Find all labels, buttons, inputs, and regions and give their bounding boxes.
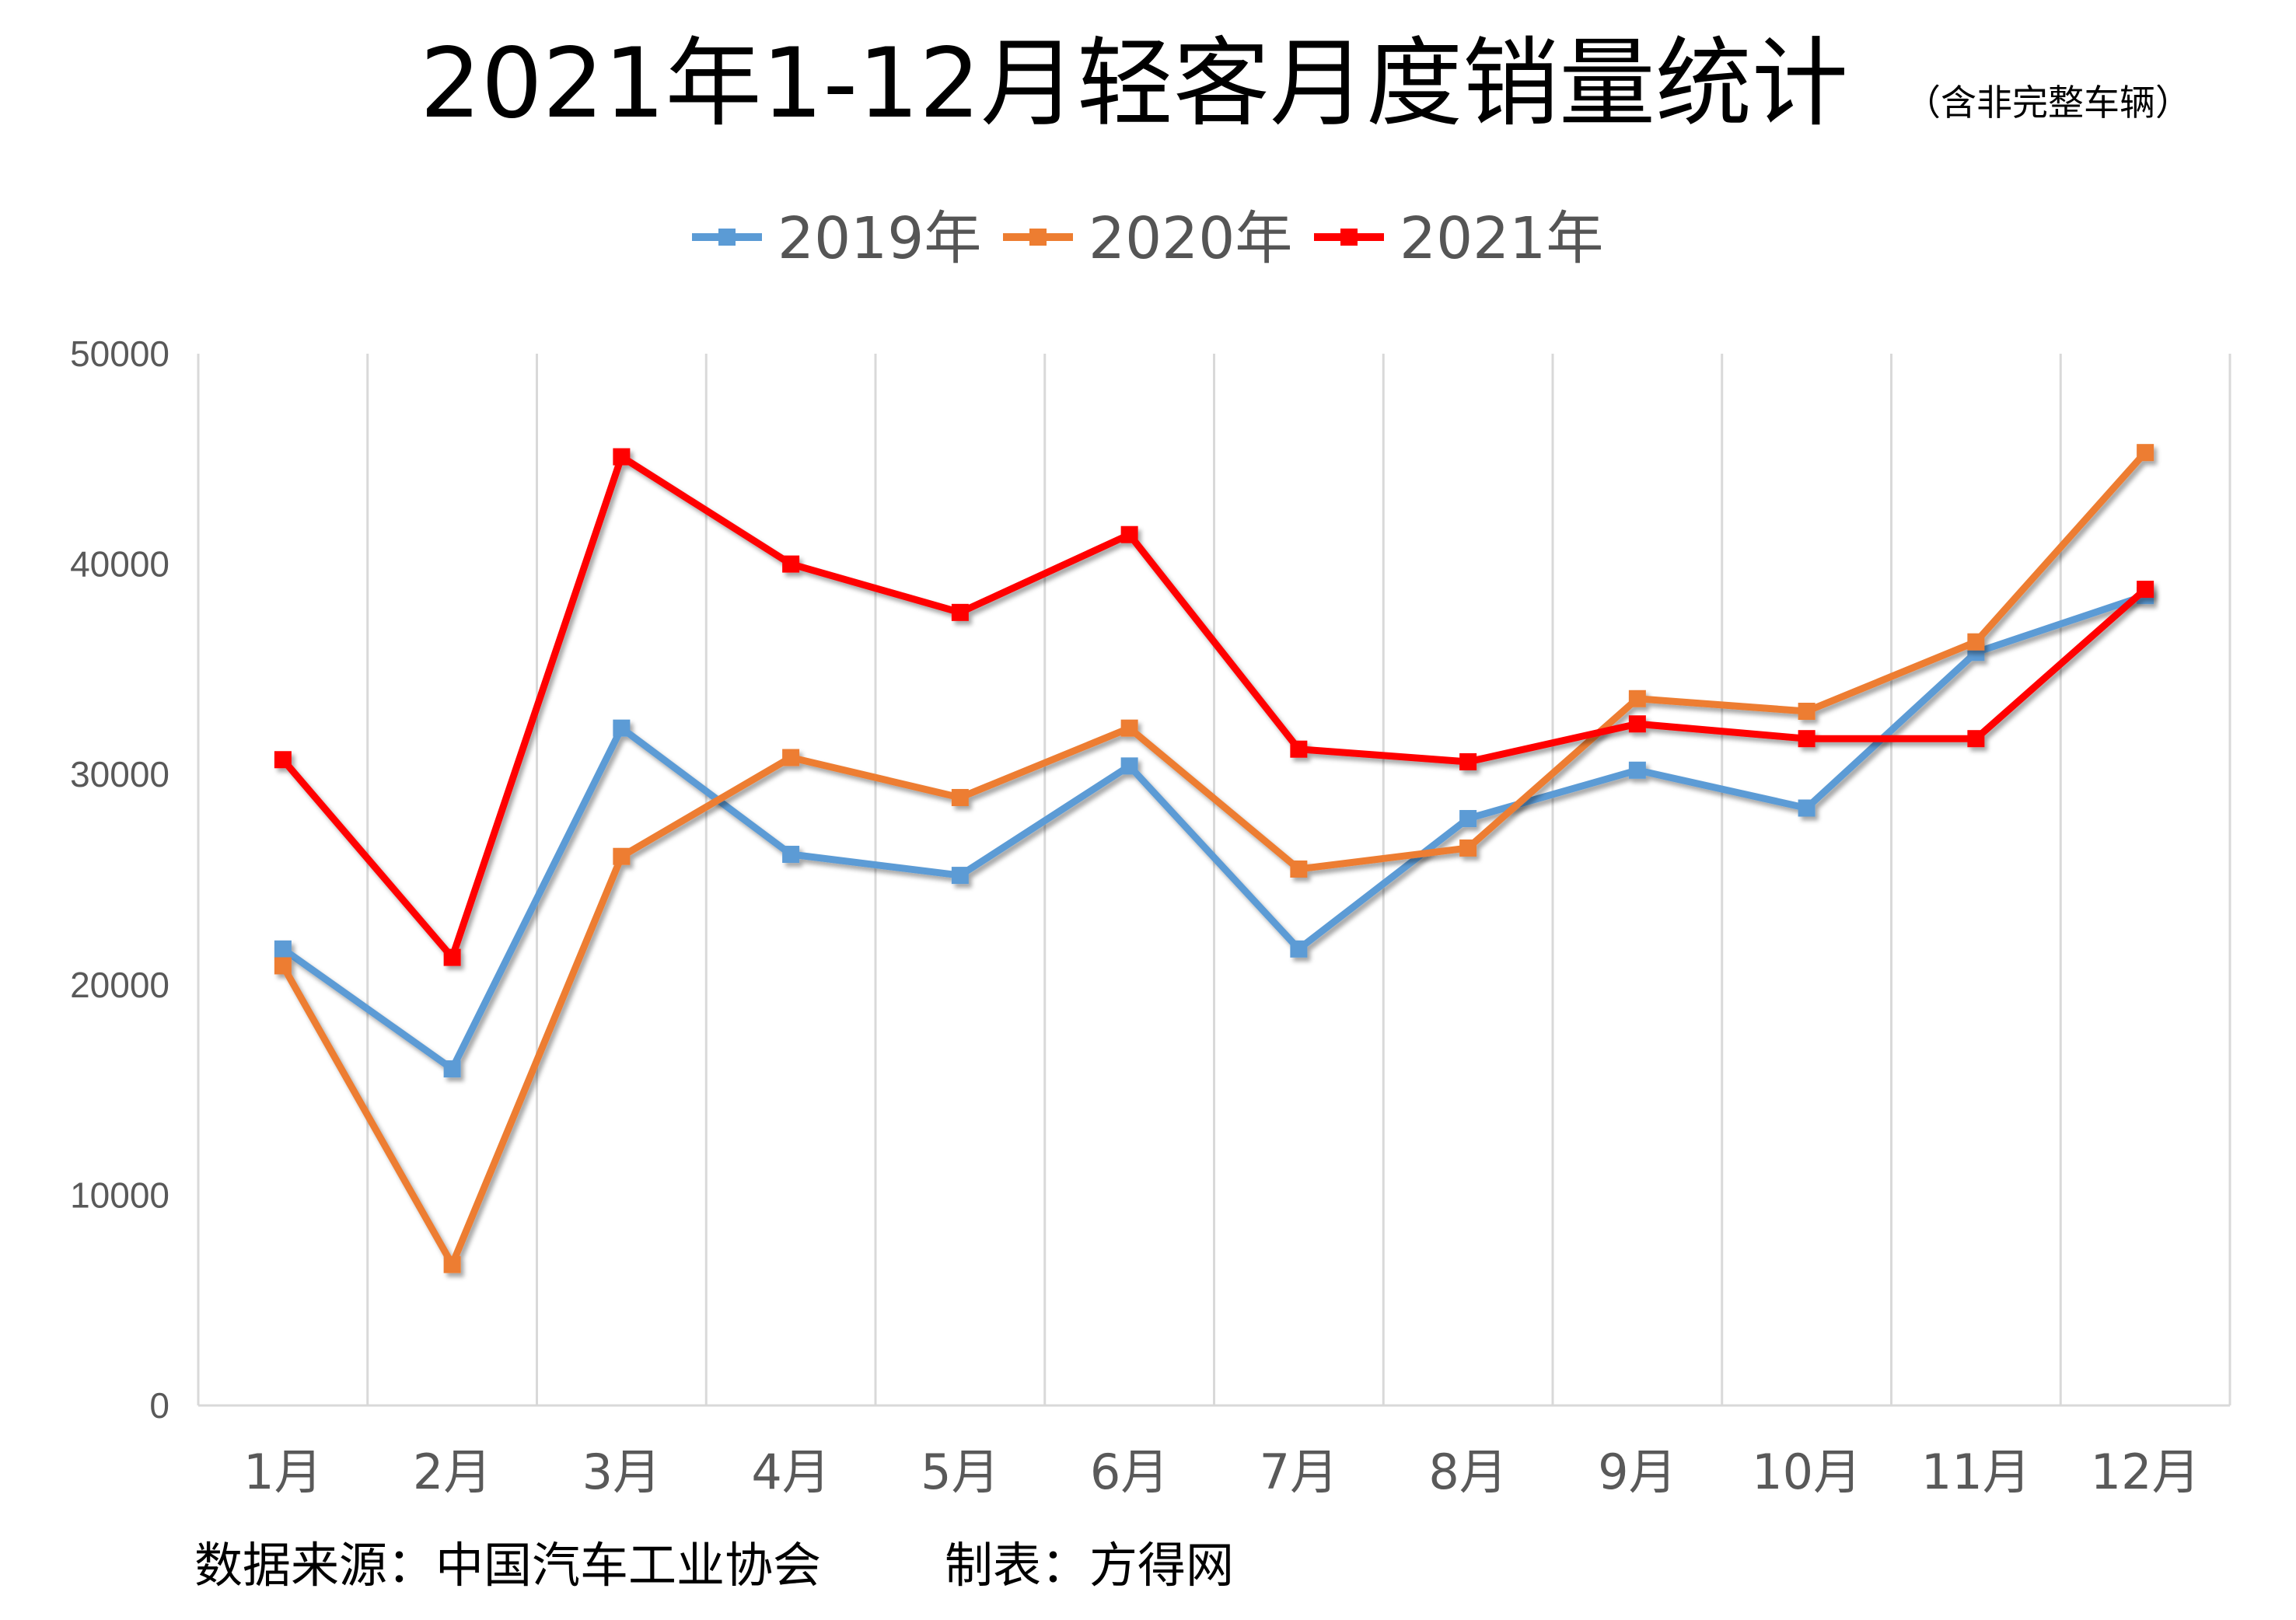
data-point [951, 788, 969, 806]
maker-text: 制表：方得网 [945, 1537, 1234, 1594]
x-tick-label: 11月 [1921, 1444, 2031, 1500]
data-point [1628, 690, 1646, 707]
x-tick-label: 3月 [582, 1444, 661, 1500]
data-point [1290, 740, 1308, 758]
legend-marker [1029, 229, 1047, 246]
data-point [1798, 730, 1815, 748]
plot-area [274, 444, 2154, 1273]
data-point [1628, 715, 1646, 733]
data-point [2137, 444, 2154, 462]
data-point [1459, 752, 1477, 770]
data-point [951, 603, 969, 621]
legend-item: 2021年 [1314, 205, 1603, 272]
series-line [279, 453, 2149, 962]
data-point [1967, 633, 1985, 651]
data-point [613, 448, 631, 466]
legend-marker [718, 229, 736, 246]
data-point [1120, 719, 1138, 737]
subtitle: （含非完整车辆） [1905, 82, 2191, 124]
y-tick-label: 30000 [70, 754, 169, 794]
data-point [1967, 730, 1985, 748]
x-tick-label: 2月 [413, 1444, 491, 1500]
x-tick-label: 10月 [1752, 1444, 1861, 1500]
data-point [782, 749, 800, 766]
series-line [279, 592, 2149, 1073]
series-1 [274, 444, 2154, 1273]
data-point [1120, 757, 1138, 775]
data-point [613, 847, 631, 865]
data-point [782, 555, 800, 573]
legend: 2019年 2020年 2021年 [692, 205, 1603, 272]
legend-label: 2020年 [1089, 205, 1292, 272]
x-axis: 1月 2月 3月 4月 5月 6月 7月 8月 9月 10月 11月 12月 [243, 1444, 2200, 1500]
data-point [1798, 799, 1815, 817]
legend-item: 2019年 [692, 205, 981, 272]
data-point [443, 1255, 461, 1273]
data-point [274, 751, 292, 769]
x-tick-label: 1月 [243, 1444, 322, 1500]
data-point [274, 940, 292, 958]
footer: 数据来源：中国汽车工业协会 制表：方得网 [194, 1537, 1234, 1594]
data-point [613, 719, 631, 737]
x-tick-label: 12月 [2091, 1444, 2200, 1500]
series-0 [274, 587, 2154, 1078]
data-point [443, 1060, 461, 1078]
x-tick-label: 6月 [1090, 1444, 1169, 1500]
data-point [1459, 810, 1477, 828]
chart-title: 2021年1-12月轻客月度销量统计 （含非完整车辆） [420, 28, 2191, 140]
y-tick-label: 10000 [70, 1175, 169, 1215]
legend-label: 2019年 [778, 205, 981, 272]
data-point [951, 867, 969, 885]
data-point [1290, 940, 1308, 958]
x-tick-label: 9月 [1598, 1444, 1676, 1500]
data-point [1459, 839, 1477, 857]
title: 2021年1-12月轻客月度销量统计 [420, 28, 1848, 140]
series-line [279, 449, 2149, 1269]
y-tick-label: 0 [149, 1385, 169, 1426]
y-axis: 0 10000 20000 30000 40000 50000 [70, 333, 169, 1426]
legend-label: 2021年 [1400, 205, 1603, 272]
series-2 [274, 448, 2154, 966]
grid [197, 354, 2231, 1407]
data-point [2137, 581, 2154, 599]
legend-item: 2020年 [1003, 205, 1292, 272]
x-tick-label: 7月 [1260, 1444, 1338, 1500]
data-point [1798, 703, 1815, 721]
x-tick-label: 4月 [751, 1444, 830, 1500]
x-tick-label: 8月 [1428, 1444, 1507, 1500]
y-tick-label: 50000 [70, 333, 169, 374]
y-tick-label: 20000 [70, 965, 169, 1005]
y-tick-label: 40000 [70, 544, 169, 585]
data-point [1290, 860, 1308, 878]
data-point [1628, 761, 1646, 779]
source-text: 数据来源：中国汽车工业协会 [194, 1537, 821, 1594]
x-tick-label: 5月 [921, 1444, 999, 1500]
data-point [1120, 525, 1138, 543]
data-point [443, 948, 461, 966]
legend-marker [1340, 229, 1358, 246]
data-point [274, 957, 292, 975]
data-point [782, 846, 800, 864]
